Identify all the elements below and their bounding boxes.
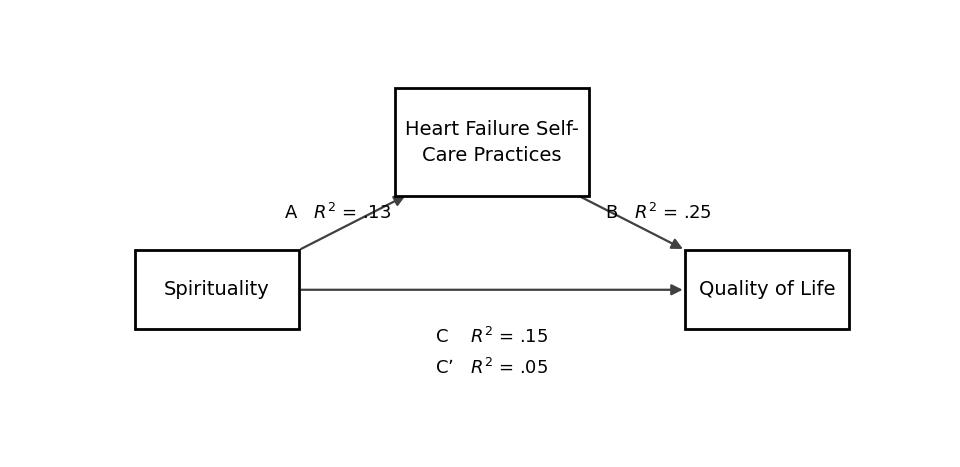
Text: B   $R^2$ = .25: B $R^2$ = .25 [605, 202, 711, 222]
Text: A   $R^2$ = .13: A $R^2$ = .13 [284, 202, 391, 222]
Text: Quality of Life: Quality of Life [699, 280, 835, 299]
FancyBboxPatch shape [685, 250, 849, 329]
Text: C    $R^2$ = .15
C’   $R^2$ = .05: C $R^2$ = .15 C’ $R^2$ = .05 [435, 327, 549, 378]
Text: Spirituality: Spirituality [164, 280, 270, 299]
Text: Heart Failure Self-
Care Practices: Heart Failure Self- Care Practices [405, 120, 579, 165]
FancyBboxPatch shape [134, 250, 299, 329]
FancyBboxPatch shape [396, 88, 588, 196]
